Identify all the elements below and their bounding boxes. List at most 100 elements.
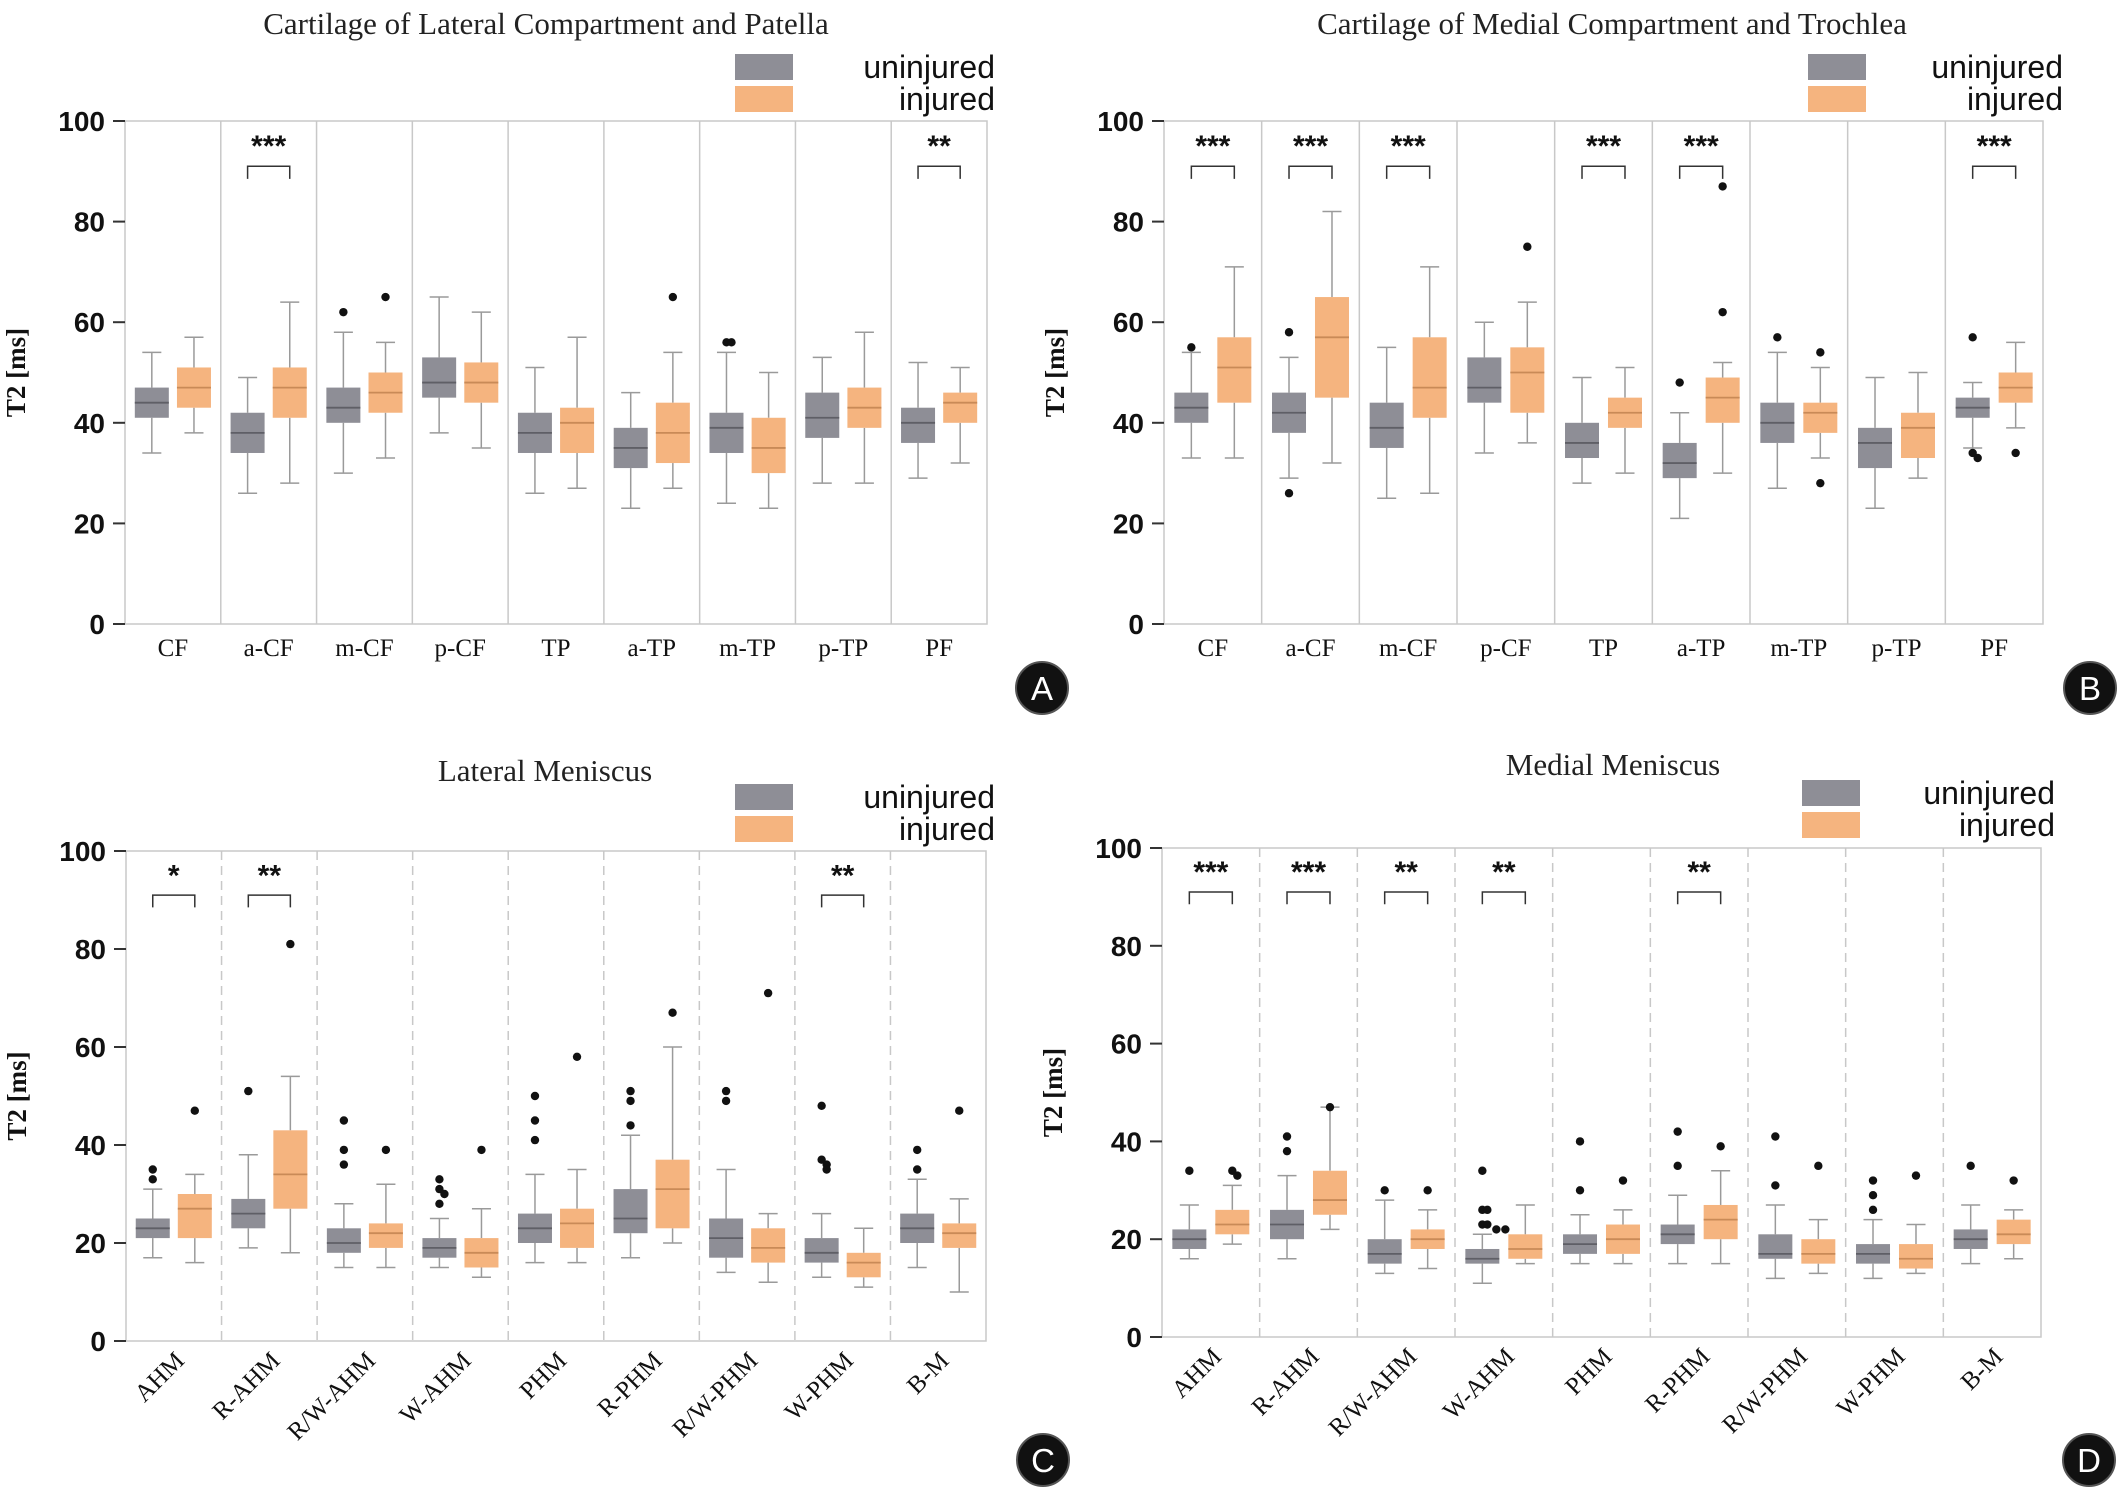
iqr-box xyxy=(805,392,840,438)
outlier-point xyxy=(1673,1127,1682,1136)
outlier-point xyxy=(1284,328,1294,337)
significance-label: *** xyxy=(251,130,286,163)
box-uninjured-R-PHM xyxy=(1660,1127,1695,1265)
y-tick-label: 60 xyxy=(75,1032,106,1063)
box-injured-R-AHM xyxy=(1312,1102,1347,1231)
significance-bracket xyxy=(1581,165,1626,179)
x-tick-label: m-TP xyxy=(719,635,776,662)
y-tick-label: 0 xyxy=(1126,1322,1142,1353)
outlier-point xyxy=(668,292,678,302)
x-tick-label: R-AHM xyxy=(208,1347,286,1425)
outlier-point xyxy=(435,1199,444,1209)
x-tick-label: a-CF xyxy=(1286,635,1336,662)
box-injured-R/W-PHM xyxy=(1801,1161,1836,1275)
box-injured-W-AHM xyxy=(1508,1204,1543,1265)
box-injured-m-TP xyxy=(751,371,786,510)
box-uninjured-W-PHM xyxy=(804,1101,839,1279)
x-tick-label: a-TP xyxy=(1677,635,1726,662)
outlier-point xyxy=(1673,1161,1682,1171)
plot-frame xyxy=(1161,847,2042,1338)
box-injured-CF xyxy=(176,336,211,434)
outlier-point xyxy=(626,1121,635,1130)
y-tick-label: 80 xyxy=(1111,931,1142,962)
y-axis-label: T2 [ms] xyxy=(1040,328,1070,417)
box-uninjured-a-TP xyxy=(613,391,648,510)
iqr-box xyxy=(560,407,595,453)
box-uninjured-a-TP xyxy=(1662,378,1697,520)
significance-W-PHM: ** xyxy=(820,859,865,908)
outlier-point xyxy=(1185,1166,1194,1175)
box-uninjured-PF xyxy=(901,361,936,479)
x-tick-label: TP xyxy=(541,635,570,662)
box-injured-PHM xyxy=(560,1052,595,1264)
iqr-box xyxy=(901,407,936,443)
outlier-point xyxy=(148,1165,157,1174)
box-injured-TP xyxy=(560,336,595,489)
outlier-point xyxy=(626,1086,635,1096)
outlier-point xyxy=(1773,333,1782,342)
box-injured-a-CF xyxy=(1314,210,1349,464)
significance-label: ** xyxy=(1492,856,1516,889)
box-uninjured-m-CF xyxy=(326,307,361,474)
box-uninjured-R-AHM xyxy=(231,1086,266,1249)
outlier-point xyxy=(1814,1161,1823,1171)
iqr-box xyxy=(1217,337,1252,403)
box-uninjured-m-TP xyxy=(1760,333,1795,489)
x-tick-label: PF xyxy=(925,635,953,662)
outlier-point xyxy=(913,1165,922,1174)
box-uninjured-p-TP xyxy=(805,356,840,484)
significance-label: * xyxy=(168,859,180,892)
significance-a-TP: *** xyxy=(1678,130,1724,179)
significance-bracket xyxy=(1286,891,1331,905)
outlier-point xyxy=(1423,1186,1432,1195)
significance-bracket xyxy=(1481,891,1527,905)
x-tick-label: p-CF xyxy=(435,635,486,662)
iqr-box xyxy=(1412,337,1447,418)
y-axis-label: T2 [ms] xyxy=(1038,1048,1068,1137)
significance-bracket xyxy=(917,165,961,179)
panel-badge-label: A xyxy=(1031,670,1053,707)
chart-title: Medial Meniscus xyxy=(1506,747,1720,782)
box-uninjured-R/W-PHM xyxy=(709,1086,744,1274)
significance-a-CF: *** xyxy=(1288,130,1333,179)
box-injured-R/W-AHM xyxy=(1410,1186,1445,1270)
x-tick-label: R-AHM xyxy=(1247,1343,1325,1421)
box-uninjured-p-TP xyxy=(1858,376,1893,510)
legend-label-injured: injured xyxy=(1959,807,2055,843)
legend-label-uninjured: uninjured xyxy=(863,779,995,815)
outlier-point xyxy=(727,338,736,347)
box-injured-a-TP xyxy=(1705,182,1740,474)
outlier-point xyxy=(721,1086,731,1096)
x-tick-label: R/W-PHM xyxy=(1717,1343,1813,1439)
legend-label-injured: injured xyxy=(899,81,995,117)
iqr-box xyxy=(1314,297,1349,398)
x-tick-label: CF xyxy=(1198,635,1229,662)
outlier-point xyxy=(1816,478,1825,488)
x-tick-label: W-PHM xyxy=(780,1347,859,1426)
outlier-point xyxy=(1968,333,1977,342)
iqr-box xyxy=(1508,1234,1543,1259)
box-uninjured-p-CF xyxy=(1467,321,1502,454)
chart-title: Cartilage of Lateral Compartment and Pat… xyxy=(263,6,829,41)
significance-bracket xyxy=(1971,165,2017,179)
outlier-point xyxy=(440,1189,449,1199)
iqr-box xyxy=(1900,412,1935,459)
outlier-point xyxy=(381,1145,391,1155)
iqr-box xyxy=(1565,422,1600,459)
box-injured-m-CF xyxy=(1412,266,1447,494)
outlier-point xyxy=(1771,1181,1780,1190)
box-uninjured-W-PHM xyxy=(1856,1176,1891,1280)
outlier-point xyxy=(822,1165,831,1174)
box-injured-CF xyxy=(1217,266,1252,459)
outlier-point xyxy=(817,1101,826,1111)
outlier-point xyxy=(1325,1102,1335,1112)
iqr-box xyxy=(655,1159,690,1229)
plot-frame xyxy=(124,120,988,625)
box-injured-m-CF xyxy=(368,292,403,459)
outlier-point xyxy=(1284,489,1294,498)
significance-R-AHM: *** xyxy=(1286,856,1331,905)
y-tick-label: 40 xyxy=(75,1130,106,1161)
box-injured-p-TP xyxy=(847,331,882,484)
significance-label: *** xyxy=(1586,130,1621,163)
